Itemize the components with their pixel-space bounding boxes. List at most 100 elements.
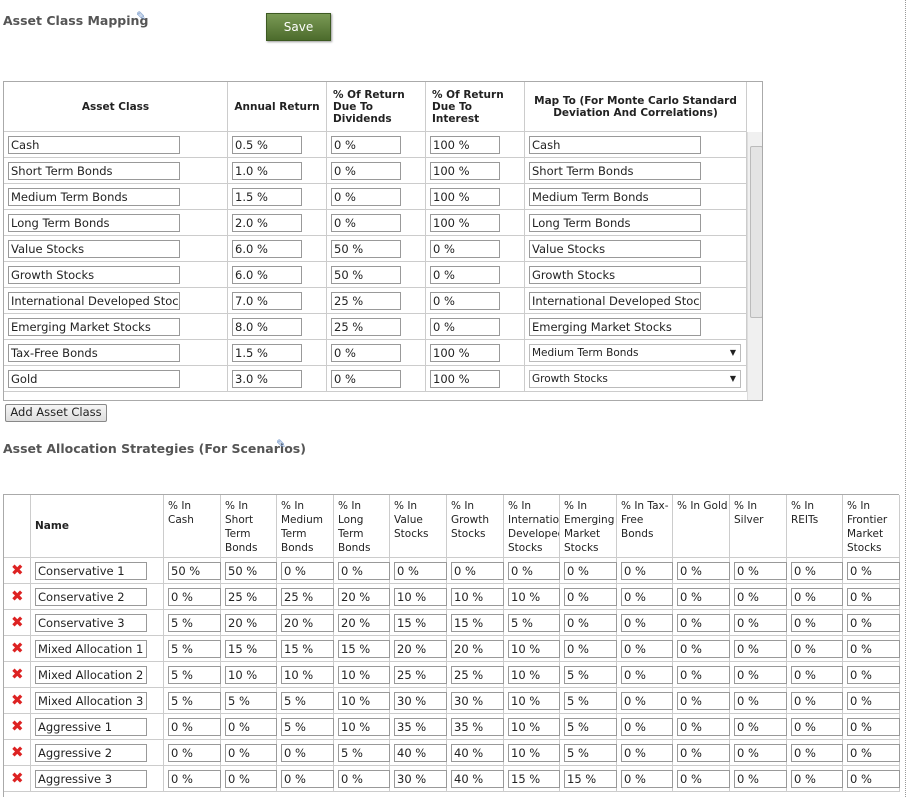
text-input[interactable]: 5 % — [338, 744, 390, 762]
text-input[interactable]: 5 % — [508, 614, 560, 632]
text-input[interactable]: 0 % — [791, 588, 843, 606]
text-input[interactable]: 0 % — [338, 770, 390, 788]
scroll-thumb[interactable] — [750, 146, 762, 318]
text-input[interactable]: 35 % — [451, 718, 504, 736]
text-input[interactable]: 0 % — [847, 744, 900, 762]
text-input[interactable]: Gold — [8, 370, 180, 388]
text-input[interactable]: Cash — [529, 136, 701, 154]
text-input[interactable]: 0 % — [564, 562, 617, 580]
text-input[interactable]: 3.0 % — [232, 370, 302, 388]
text-input[interactable]: 5 % — [564, 744, 617, 762]
text-input[interactable]: 0 % — [564, 588, 617, 606]
edit-icon[interactable]: ✎ — [136, 9, 147, 23]
text-input[interactable]: 100 % — [430, 136, 500, 154]
text-input[interactable]: 0 % — [791, 718, 843, 736]
text-input[interactable]: 0 % — [734, 640, 787, 658]
text-input[interactable]: 0 % — [791, 640, 843, 658]
text-input[interactable]: 0 % — [791, 770, 843, 788]
delete-icon[interactable]: ✖ — [11, 561, 24, 579]
text-input[interactable]: 15 % — [451, 614, 504, 632]
text-input[interactable]: 0 % — [677, 640, 730, 658]
text-input[interactable]: 5 % — [281, 692, 334, 710]
text-input[interactable]: 10 % — [281, 666, 334, 684]
text-input[interactable]: 100 % — [430, 370, 500, 388]
text-input[interactable]: 25 % — [451, 666, 504, 684]
text-input[interactable]: Growth Stocks — [529, 266, 701, 284]
delete-icon[interactable]: ✖ — [11, 613, 24, 631]
text-input[interactable]: 30 % — [451, 692, 504, 710]
text-input[interactable]: 20 % — [394, 640, 447, 658]
text-input[interactable]: 0 % — [621, 744, 673, 762]
text-input[interactable]: 0 % — [451, 562, 504, 580]
text-input[interactable]: 0 % — [677, 718, 730, 736]
text-input[interactable]: Conservative 3 — [35, 614, 147, 632]
text-input[interactable]: 25 % — [225, 588, 277, 606]
text-input[interactable]: 5 % — [564, 692, 617, 710]
text-input[interactable]: International Developed Stocks — [529, 292, 701, 310]
text-input[interactable]: 100 % — [430, 344, 500, 362]
text-input[interactable]: Cash — [8, 136, 180, 154]
text-input[interactable]: 10 % — [508, 666, 560, 684]
text-input[interactable]: 0 % — [677, 744, 730, 762]
text-input[interactable]: 0 % — [677, 692, 730, 710]
delete-icon[interactable]: ✖ — [11, 717, 24, 735]
text-input[interactable]: Emerging Market Stocks — [8, 318, 180, 336]
dropdown[interactable]: Medium Term Bonds ▼ — [529, 344, 741, 362]
text-input[interactable]: 0 % — [734, 770, 787, 788]
text-input[interactable]: 0 % — [430, 240, 500, 258]
text-input[interactable]: 20 % — [338, 614, 390, 632]
text-input[interactable]: 0 % — [331, 136, 401, 154]
text-input[interactable]: 0 % — [791, 692, 843, 710]
delete-icon[interactable]: ✖ — [11, 665, 24, 683]
text-input[interactable]: Growth Stocks — [8, 266, 180, 284]
text-input[interactable]: 0 % — [338, 562, 390, 580]
text-input[interactable]: Medium Term Bonds — [8, 188, 180, 206]
text-input[interactable]: 0 % — [677, 770, 730, 788]
text-input[interactable]: Mixed Allocation 2 — [35, 666, 147, 684]
text-input[interactable]: 15 % — [508, 770, 560, 788]
save-button[interactable]: Save — [266, 13, 331, 41]
edit-icon[interactable]: ✎ — [276, 437, 287, 451]
text-input[interactable]: 0 % — [621, 562, 673, 580]
text-input[interactable]: 0 % — [331, 188, 401, 206]
text-input[interactable]: 5 % — [225, 692, 277, 710]
text-input[interactable]: 0 % — [331, 214, 401, 232]
delete-icon[interactable]: ✖ — [11, 743, 24, 761]
text-input[interactable]: 0 % — [168, 588, 221, 606]
text-input[interactable]: 0 % — [847, 666, 900, 684]
delete-icon[interactable]: ✖ — [11, 769, 24, 787]
text-input[interactable]: 0 % — [430, 318, 500, 336]
text-input[interactable]: Short Term Bonds — [8, 162, 180, 180]
text-input[interactable]: 0 % — [791, 562, 843, 580]
dropdown[interactable]: Growth Stocks ▼ — [529, 370, 741, 388]
text-input[interactable]: 50 % — [225, 562, 277, 580]
text-input[interactable]: 100 % — [430, 214, 500, 232]
text-input[interactable]: 0 % — [168, 744, 221, 762]
text-input[interactable]: 20 % — [451, 640, 504, 658]
text-input[interactable]: 0 % — [621, 614, 673, 632]
text-input[interactable]: Long Term Bonds — [8, 214, 180, 232]
text-input[interactable]: 0 % — [677, 614, 730, 632]
text-input[interactable]: 0 % — [734, 614, 787, 632]
text-input[interactable]: 0 % — [331, 344, 401, 362]
text-input[interactable]: 10 % — [338, 718, 390, 736]
text-input[interactable]: 0 % — [621, 770, 673, 788]
text-input[interactable]: 6.0 % — [232, 266, 302, 284]
text-input[interactable]: 0 % — [621, 718, 673, 736]
text-input[interactable]: 0 % — [430, 266, 500, 284]
text-input[interactable]: 10 % — [508, 588, 560, 606]
text-input[interactable]: 0 % — [847, 692, 900, 710]
text-input[interactable]: 5 % — [168, 692, 221, 710]
text-input[interactable]: 0 % — [508, 562, 560, 580]
text-input[interactable]: 0.5 % — [232, 136, 302, 154]
text-input[interactable]: 5 % — [168, 666, 221, 684]
text-input[interactable]: 0 % — [430, 292, 500, 310]
text-input[interactable]: 10 % — [508, 718, 560, 736]
text-input[interactable]: Emerging Market Stocks — [529, 318, 701, 336]
text-input[interactable]: 40 % — [394, 744, 447, 762]
text-input[interactable]: 15 % — [564, 770, 617, 788]
text-input[interactable]: 10 % — [394, 588, 447, 606]
text-input[interactable]: 0 % — [564, 640, 617, 658]
text-input[interactable]: 0 % — [225, 744, 277, 762]
text-input[interactable]: 25 % — [394, 666, 447, 684]
